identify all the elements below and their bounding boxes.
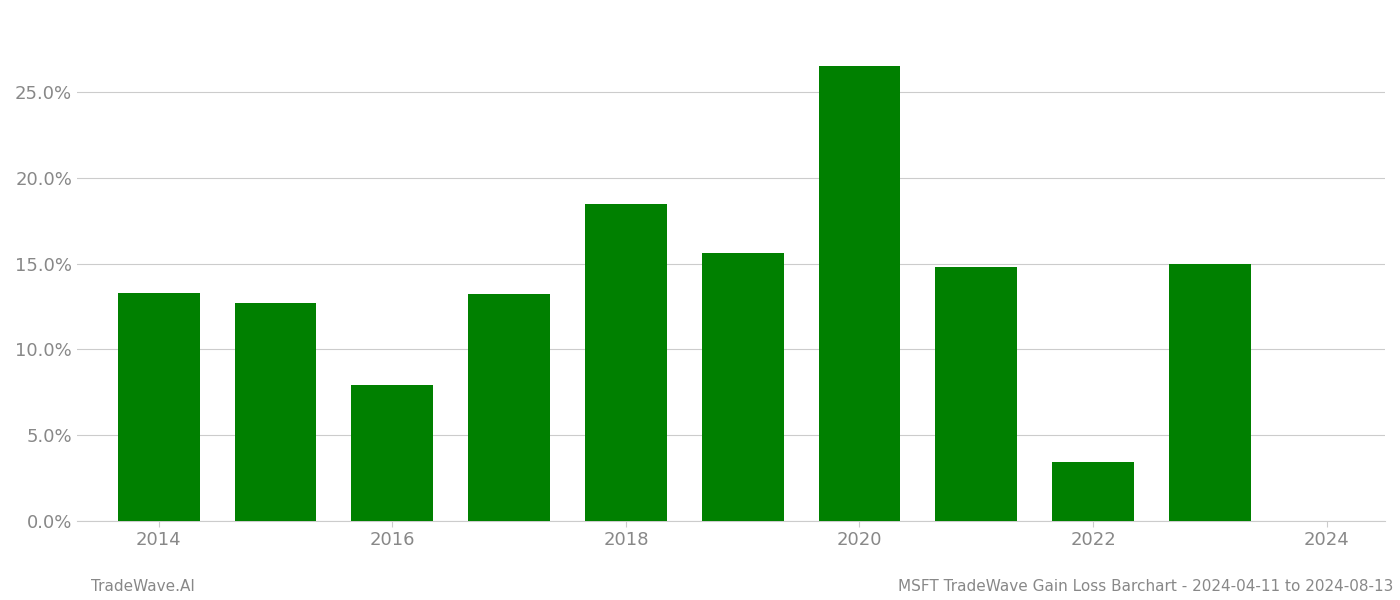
Bar	[1169, 263, 1250, 521]
Bar	[468, 295, 550, 521]
Bar	[935, 267, 1018, 521]
Bar	[585, 203, 666, 521]
Bar	[118, 293, 200, 521]
Bar	[351, 385, 433, 521]
Bar	[819, 67, 900, 521]
Text: MSFT TradeWave Gain Loss Barchart - 2024-04-11 to 2024-08-13: MSFT TradeWave Gain Loss Barchart - 2024…	[897, 579, 1393, 594]
Text: TradeWave.AI: TradeWave.AI	[91, 579, 195, 594]
Bar	[1053, 463, 1134, 521]
Bar	[235, 303, 316, 521]
Bar	[701, 253, 784, 521]
